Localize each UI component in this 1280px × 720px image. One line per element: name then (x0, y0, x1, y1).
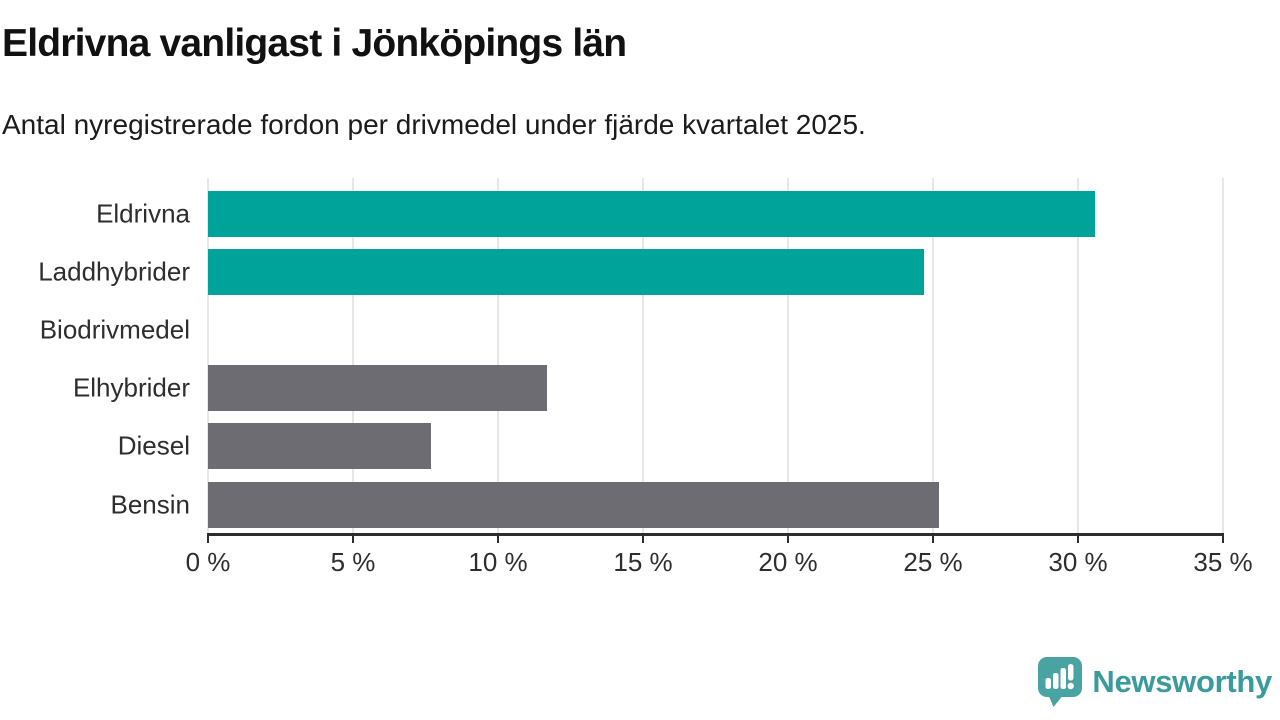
y-axis-label-elhybrider: Elhybrider (72, 372, 190, 403)
y-axis-label-laddhybrider: Laddhybrider (38, 256, 190, 287)
x-axis-tick-label: 5 % (330, 547, 376, 577)
x-axis-tick-label: 15 % (613, 547, 673, 577)
gridline (207, 178, 209, 533)
gridline (1077, 178, 1079, 533)
chart-subtitle: Antal nyregistrerade fordon per drivmede… (2, 109, 866, 140)
x-axis-tick (642, 533, 644, 543)
y-axis-label-diesel: Diesel (117, 430, 190, 461)
x-axis-tick-label: 0 % (185, 547, 231, 577)
gridline (497, 178, 499, 533)
x-axis-tick (1222, 533, 1224, 543)
x-axis-tick-label: 10 % (468, 547, 528, 577)
bar-laddhybrider (208, 248, 925, 295)
y-axis-label-eldrivna: Eldrivna (96, 198, 190, 228)
x-axis-tick-label: 30 % (1048, 547, 1108, 577)
bar-eldrivna (208, 190, 1096, 237)
x-axis-tick (207, 533, 209, 543)
newsworthy-logo-icon (1038, 657, 1083, 707)
bar-bensin (208, 481, 939, 528)
bar-diesel (208, 423, 432, 470)
bar-elhybrider (208, 365, 548, 412)
x-axis-tick-label: 25 % (903, 547, 963, 577)
chart-title: Eldrivna vanligast i Jönköpings län (2, 22, 627, 65)
brand-footer: Newsworthy (1037, 656, 1272, 708)
plot-area (207, 178, 1224, 543)
x-axis-tick-label: 35 % (1193, 547, 1253, 577)
x-axis-tick (352, 533, 354, 543)
gridline (787, 178, 789, 533)
x-axis-tick (932, 533, 934, 543)
brand-name: Newsworthy (1092, 664, 1272, 699)
x-axis-tick (1077, 533, 1079, 543)
y-axis-label-bensin: Bensin (110, 489, 191, 519)
x-axis-tick-label: 20 % (758, 547, 818, 577)
x-axis-tick (497, 533, 499, 543)
gridline (352, 178, 354, 533)
x-axis-line (208, 533, 1223, 536)
x-axis-tick (787, 533, 789, 543)
gridline (932, 178, 934, 533)
gridline (642, 178, 644, 533)
y-axis-label-biodrivmedel: Biodrivmedel (39, 314, 190, 345)
gridline (1222, 178, 1224, 533)
